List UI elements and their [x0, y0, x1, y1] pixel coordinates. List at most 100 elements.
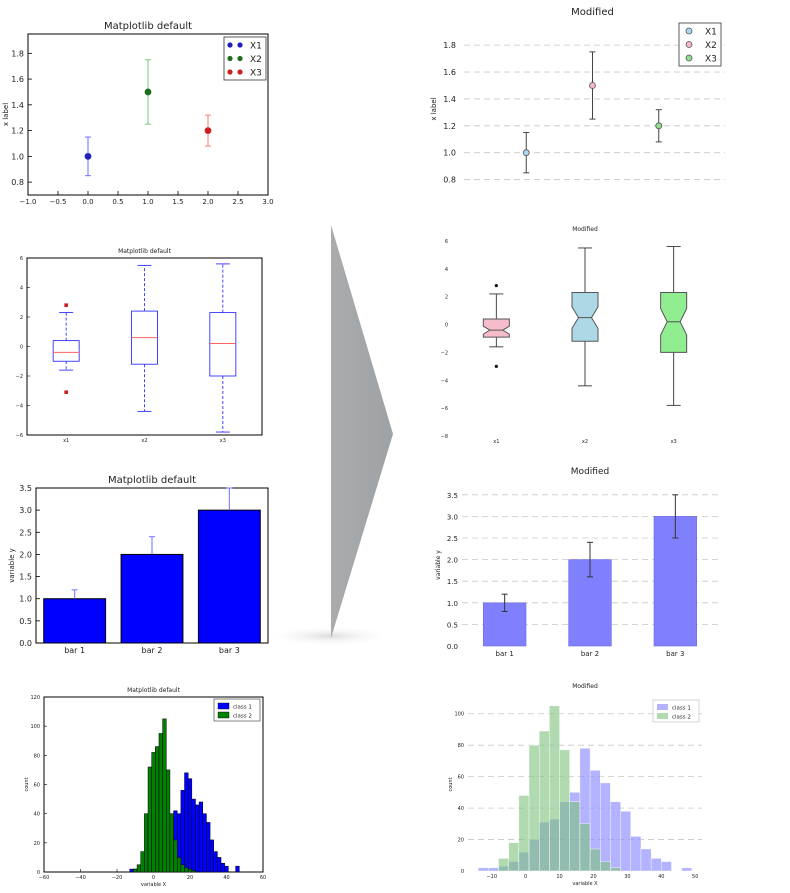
hist-bar-class-1: [630, 836, 642, 872]
y-tick-label: −8: [441, 434, 448, 440]
hist-bar-class-2: [133, 868, 138, 873]
x-tick-label: 2.5: [232, 198, 243, 206]
y-tick-label: 3.0: [19, 506, 32, 515]
y-tick-label: 1.0: [443, 149, 456, 158]
hist-bar-class-2: [579, 823, 591, 872]
x-tick-label: 0: [524, 874, 527, 880]
legend-marker: [227, 69, 233, 75]
hist-bar-class-2: [600, 861, 611, 872]
hist-bar-class-1: [129, 868, 134, 873]
hist-bar-class-2: [147, 766, 152, 873]
y-tick-label: 0.5: [447, 621, 458, 629]
legend-label: class 2: [672, 715, 691, 721]
y-tick-label: 1.0: [447, 600, 458, 608]
y-axis-label: count: [448, 777, 454, 791]
y-tick-label: 100: [454, 712, 464, 718]
x-tick-label: −60: [39, 875, 50, 881]
y-tick-label: −2: [16, 374, 23, 380]
data-point-x2: [589, 82, 596, 89]
hist-bar-class-2: [166, 769, 171, 873]
y-tick-label: 3.5: [447, 492, 458, 500]
y-tick-label: 40: [458, 806, 464, 812]
chart-box-modified: Modified −8 −6 −4 −2 0 2 4 6 x1 x2 x3: [441, 226, 688, 445]
y-tick-label: 1.8: [443, 41, 456, 50]
y-tick-label: 1.5: [447, 578, 458, 586]
x-axis-label: variable X: [141, 882, 167, 888]
y-axis-label: variable y: [8, 548, 16, 583]
chart-title: Modified: [572, 683, 598, 690]
hist-bar-class-1: [187, 778, 193, 873]
y-tick-label: −6: [441, 406, 448, 412]
x-tick-label: 2.0: [202, 198, 213, 206]
x-tick-label: 20: [590, 874, 596, 880]
hist-bar-class-2: [169, 813, 174, 873]
hist-bar-class-1: [610, 801, 621, 872]
y-axis-label: x label: [2, 103, 10, 126]
y-tick-label: 6: [445, 239, 448, 245]
chart-title: Matplotlib default: [127, 687, 181, 694]
legend-marker: [237, 69, 243, 75]
y-tick-label: 1.6: [11, 75, 24, 84]
y-axis-label: x label: [430, 97, 438, 120]
legend-marker: [227, 55, 233, 62]
bar-2: [120, 553, 184, 644]
x-tick-label: 30: [624, 874, 630, 880]
y-tick-label: 1.6: [443, 68, 456, 77]
legend-label: X2: [705, 41, 717, 51]
y-tick-label: 3.5: [19, 484, 32, 493]
y-tick-label: 0: [20, 345, 23, 351]
legend-swatch: [217, 711, 230, 719]
hist-bar-class-2: [151, 752, 156, 873]
data-point-x1: [84, 152, 92, 160]
x-tick-label: 40: [223, 875, 229, 881]
hist-bar-class-1: [180, 790, 185, 873]
legend-label: class 1: [672, 706, 691, 712]
y-tick-label: 2.5: [19, 528, 32, 537]
legend-marker: [685, 41, 693, 48]
y-axis-label: count: [24, 777, 30, 791]
hist-bar-class-2: [508, 842, 520, 872]
hist-bar-class-2: [187, 868, 193, 873]
box-x3: [660, 292, 688, 353]
legend-swatch: [217, 702, 230, 710]
hist-bar-class-2: [610, 867, 621, 872]
y-tick-label: 1.2: [443, 122, 456, 131]
legend-marker: [237, 42, 243, 48]
hist-bar-class-1: [477, 867, 489, 872]
hist-bar-class-1: [206, 822, 211, 873]
hist-bar-class-1: [681, 867, 693, 872]
legend-marker: [685, 27, 693, 35]
chart-title: Matplotlib default: [104, 21, 192, 32]
hist-bar-class-2: [176, 857, 182, 873]
hist-bar-class-1: [220, 863, 225, 873]
y-tick-label: 0.8: [11, 178, 24, 187]
y-tick-label: 3.0: [447, 513, 458, 521]
hist-bar-class-1: [488, 867, 499, 872]
chart-title: Modified: [571, 467, 609, 477]
x-tick-label: x3: [220, 438, 226, 444]
y-tick-label: 0.0: [19, 639, 32, 648]
chart-hist-default: Matplotlib default 0 20 40 60 80 100 120 −60 −40 −…: [24, 687, 266, 888]
x-tick-label: bar 2: [581, 650, 599, 658]
chart-title: Modified: [572, 226, 598, 233]
y-tick-label: 0: [461, 869, 464, 875]
y-tick-label: 2.0: [447, 557, 458, 565]
y-tick-label: 0.5: [19, 617, 32, 626]
box-x1: [52, 340, 80, 362]
hist-bar-class-2: [184, 867, 189, 873]
y-tick-label: 0.0: [447, 643, 458, 651]
hist-bar-class-2: [162, 718, 167, 873]
box-x1: [482, 318, 510, 338]
y-tick-label: 80: [34, 753, 40, 759]
y-tick-label: −6: [16, 433, 23, 439]
x-tick-label: −1.0: [20, 198, 37, 206]
outlier: [494, 364, 498, 368]
x-tick-label: x3: [671, 439, 677, 445]
y-tick-label: 2: [20, 315, 23, 321]
x-tick-label: bar 3: [219, 646, 240, 655]
hist-bar-class-1: [184, 772, 189, 873]
hist-bar-class-1: [600, 782, 611, 872]
x-tick-label: 1.0: [142, 198, 153, 206]
data-point-x2: [144, 88, 152, 96]
x-tick-label: −10: [486, 874, 497, 880]
